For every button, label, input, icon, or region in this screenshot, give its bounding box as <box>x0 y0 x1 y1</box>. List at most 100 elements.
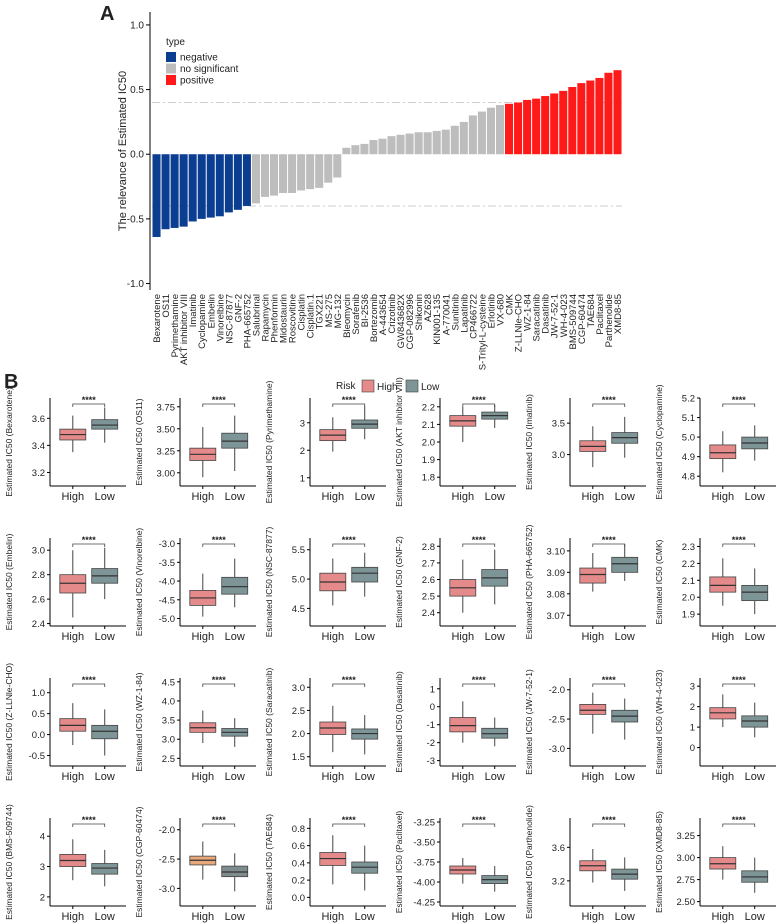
y-axis-label: Estimated IC50 (PHA-665752) <box>524 524 534 639</box>
y-tick-label: 2.2 <box>682 559 695 570</box>
panel-label: A <box>100 3 114 25</box>
x-tick-label: High <box>61 911 84 923</box>
x-tick-label: Bexarotene <box>152 294 163 343</box>
significance-label: **** <box>732 535 747 545</box>
bar <box>577 83 586 155</box>
x-tick-label: GW843682X <box>396 293 407 348</box>
y-axis-label: The relevance of Estimated IC50 <box>117 71 129 231</box>
y-tick-label: 2.5 <box>292 706 305 717</box>
y-tick-label: 1 <box>690 723 695 734</box>
x-tick-label: TAE684 <box>586 294 597 328</box>
x-tick-label: Midostaurin <box>279 294 290 343</box>
bar <box>288 154 297 194</box>
y-tick-label: 3.2 <box>552 876 565 887</box>
x-tick-label: Low <box>485 631 505 643</box>
y-tick-label: 2 <box>40 892 45 903</box>
y-tick-label: 3.25 <box>677 831 696 842</box>
bar <box>315 154 324 188</box>
bar <box>224 154 233 213</box>
y-tick-label: -0.5 <box>127 214 145 225</box>
x-tick-label: Low <box>745 491 765 503</box>
significance-label: **** <box>472 815 487 825</box>
bar <box>387 136 396 155</box>
legend-swatch <box>405 379 419 393</box>
x-tick-label: Vinorelbine <box>215 294 226 341</box>
x-tick-label: High <box>191 911 214 923</box>
bar <box>360 143 369 155</box>
x-tick-label: Low <box>95 771 115 783</box>
y-axis-label: Estimated IC50 (Paclitaxel) <box>394 811 404 914</box>
box <box>579 704 607 715</box>
significance-label: **** <box>212 395 227 405</box>
significance-bracket <box>72 683 106 687</box>
y-axis-label: Estimated IC50 (AKT inhibitor VIII) <box>394 377 404 507</box>
y-axis-label: Estimated IC50 (NSC-87877) <box>264 527 274 638</box>
legend-swatch <box>166 52 176 62</box>
y-tick-label: 1.8 <box>422 473 435 484</box>
y-tick-label: 0.2 <box>292 876 305 887</box>
bar <box>170 154 179 228</box>
y-axis-label: Estimated IC50 (Saracatinib) <box>264 668 274 777</box>
x-tick-label: High <box>581 771 604 783</box>
x-tick-label: Low <box>615 631 635 643</box>
significance-bracket <box>332 543 366 547</box>
bar <box>396 134 405 155</box>
box <box>59 574 87 594</box>
bar <box>260 154 269 197</box>
y-tick-label: 2.6 <box>422 575 435 586</box>
x-tick-label: Salubrinal <box>251 294 262 336</box>
box <box>91 724 119 740</box>
y-tick-label: 2.4 <box>32 619 45 630</box>
y-tick-label: 3.75 <box>157 402 176 413</box>
x-tick-label: Low <box>485 911 505 923</box>
significance-bracket <box>202 823 236 827</box>
x-tick-label: High <box>321 911 344 923</box>
y-tick-label: -1.0 <box>127 279 145 290</box>
significance-bracket <box>72 823 106 827</box>
bar <box>215 154 224 217</box>
x-tick-label: Low <box>95 911 115 923</box>
x-tick-label: High <box>581 631 604 643</box>
x-tick-label: High <box>711 631 734 643</box>
bar <box>197 154 206 219</box>
y-tick-label: 0.6 <box>292 841 305 852</box>
significance-bracket <box>722 403 756 407</box>
x-tick-label: Low <box>95 491 115 503</box>
y-tick-label: 0 <box>430 702 435 713</box>
y-tick-label: 1 <box>430 684 435 695</box>
legend-swatch <box>166 63 176 74</box>
x-tick-label: VX-680 <box>495 294 506 326</box>
x-tick-label: Crizotinib <box>387 294 398 334</box>
significance-bracket <box>72 543 106 547</box>
bar <box>369 140 378 155</box>
significance-bracket <box>462 543 496 547</box>
significance-label: **** <box>472 395 487 405</box>
significance-label: **** <box>602 395 617 405</box>
bar <box>152 154 161 237</box>
significance-label: **** <box>732 815 747 825</box>
x-tick-label: AKT inhibitor VIII <box>179 294 190 365</box>
y-tick-label: 4 <box>40 832 45 843</box>
x-tick-label: High <box>451 491 474 503</box>
x-tick-label: Low <box>225 491 245 503</box>
significance-label: **** <box>602 675 617 685</box>
x-tick-label: High <box>451 911 474 923</box>
bar <box>432 130 441 155</box>
legend-label: negative <box>180 53 218 64</box>
y-axis-label: Estimated IC50 (JW-7-52-1) <box>524 669 534 775</box>
x-tick-label: JW-7-52-1 <box>550 294 561 338</box>
box <box>709 444 737 460</box>
bar <box>297 154 306 191</box>
x-tick-label: Low <box>615 491 635 503</box>
x-tick-label: High <box>711 771 734 783</box>
y-axis-label: Estimated IC50 (TAE684) <box>264 814 274 910</box>
significance-bracket <box>592 683 626 687</box>
bar <box>251 154 260 204</box>
x-tick-label: High <box>321 491 344 503</box>
significance-label: **** <box>212 815 227 825</box>
significance-label: **** <box>212 675 227 685</box>
y-tick-label: 2.1 <box>682 576 695 587</box>
bar <box>613 70 622 155</box>
y-tick-label: 4.5 <box>292 604 305 615</box>
